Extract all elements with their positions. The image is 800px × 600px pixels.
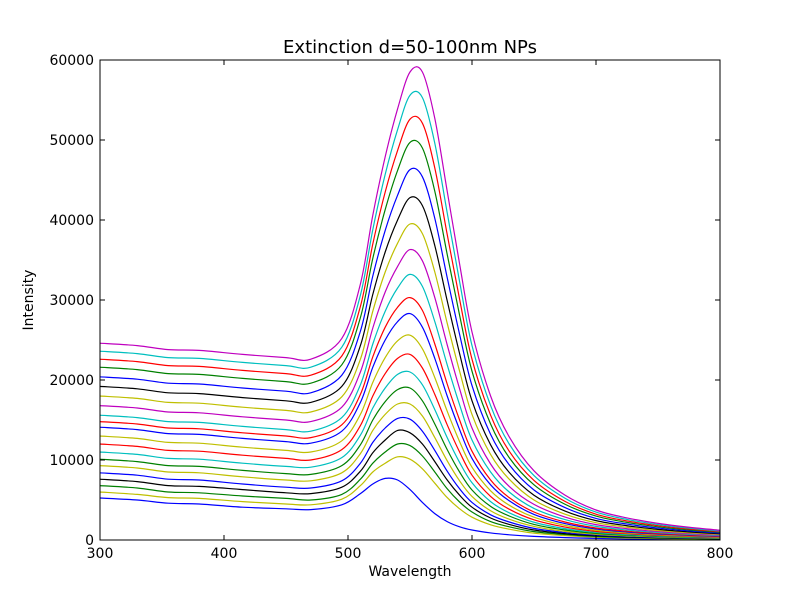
y-tick-label: 20000 — [49, 373, 94, 389]
series-line-8 — [99, 370, 721, 539]
series-layer — [99, 66, 721, 541]
series-line-9 — [99, 353, 721, 538]
y-tick-label: 60000 — [49, 53, 94, 69]
series-line-15 — [99, 223, 721, 535]
x-tick-label: 400 — [211, 546, 238, 562]
series-line-10 — [99, 334, 721, 538]
chart-title: Extinction d=50-100nm NPs — [283, 37, 537, 58]
series-line-12 — [99, 296, 721, 537]
x-tick-label: 600 — [459, 546, 486, 562]
plot-area-frame — [99, 59, 721, 541]
series-line-2 — [99, 456, 721, 540]
x-tick-label: 700 — [583, 546, 610, 562]
series-line-5 — [99, 416, 721, 540]
series-line-21 — [99, 66, 721, 531]
series-line-7 — [99, 386, 721, 539]
series-line-18 — [99, 139, 721, 533]
series-line-14 — [99, 248, 721, 536]
series-line-20 — [99, 90, 721, 532]
series-line-16 — [99, 196, 721, 535]
series-line-3 — [99, 442, 721, 540]
x-tick-label: 300 — [87, 546, 114, 562]
y-tick-label: 40000 — [49, 213, 94, 229]
y-tick-label: 0 — [85, 533, 94, 549]
series-line-19 — [99, 115, 721, 533]
series-line-13 — [99, 273, 721, 537]
y-tick-label: 10000 — [49, 453, 94, 469]
series-line-4 — [99, 429, 721, 540]
y-tick-label: 30000 — [49, 293, 94, 309]
x-tick-label: 800 — [707, 546, 734, 562]
x-axis-title: Wavelength — [368, 564, 451, 580]
y-tick-label: 50000 — [49, 133, 94, 149]
series-line-6 — [99, 402, 721, 539]
series-line-1 — [99, 477, 721, 541]
series-line-11 — [99, 312, 721, 538]
series-line-17 — [99, 167, 721, 534]
y-axis-title: Intensity — [21, 270, 37, 331]
x-tick-label: 500 — [335, 546, 362, 562]
